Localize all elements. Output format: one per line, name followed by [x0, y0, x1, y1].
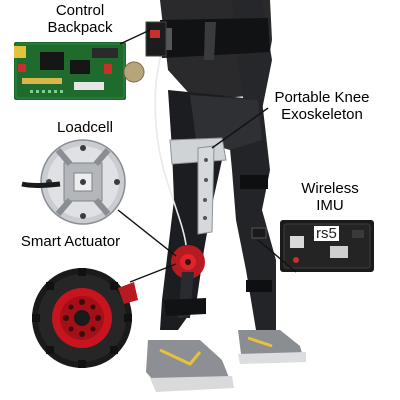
leader-line-knee [211, 107, 269, 149]
control-backpack-label-line2: Backpack [47, 19, 113, 36]
control-backpack-label-line1: Control [55, 2, 105, 19]
smart-actuator-label: Smart Actuator [20, 233, 121, 250]
wearer-figure [146, 0, 306, 392]
wireless-imu-label: Wireless IMU [285, 180, 375, 214]
knee-exoskeleton-label-line1: Portable Knee [274, 89, 370, 106]
leader-line-backpack [119, 29, 151, 45]
leader-line-actuator [129, 263, 177, 283]
wireless-imu-board [251, 220, 374, 272]
wireless-imu-label-line2: IMU [316, 197, 344, 214]
wireless-imu-label-line1: Wireless [301, 180, 359, 197]
leader-lines [117, 29, 297, 283]
loadcell-illustration [21, 139, 126, 225]
imu-board-marking: rs5 [314, 225, 339, 242]
knee-exoskeleton-label: Portable Knee Exoskeleton [262, 89, 382, 123]
control-backpack-pcb [14, 21, 167, 100]
knee-exoskeleton-label-line2: Exoskeleton [281, 106, 363, 123]
control-backpack-label: Control Backpack [30, 2, 130, 36]
leader-line-loadcell [117, 209, 177, 257]
leader-line-imu [257, 239, 297, 273]
smart-actuator-illustration [32, 268, 138, 368]
knee-exoskeleton [154, 39, 227, 318]
loadcell-label: Loadcell [57, 119, 113, 136]
